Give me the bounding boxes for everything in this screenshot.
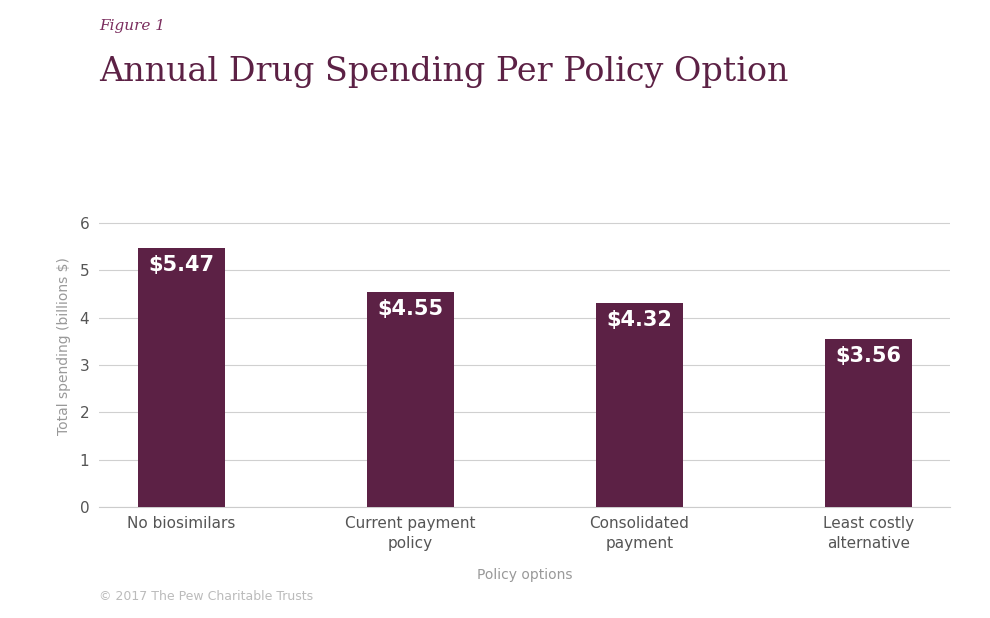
Text: Annual Drug Spending Per Policy Option: Annual Drug Spending Per Policy Option <box>99 56 788 88</box>
Bar <box>596 303 683 507</box>
Text: © 2017 The Pew Charitable Trusts: © 2017 The Pew Charitable Trusts <box>99 590 313 603</box>
Bar <box>138 248 225 507</box>
Text: Figure 1: Figure 1 <box>99 19 165 33</box>
Text: $4.32: $4.32 <box>606 310 672 329</box>
X-axis label: Policy options: Policy options <box>477 568 572 582</box>
Text: $3.56: $3.56 <box>836 345 901 366</box>
Text: $5.47: $5.47 <box>148 255 214 276</box>
Bar <box>366 292 453 507</box>
Bar <box>825 339 912 507</box>
Text: $4.55: $4.55 <box>377 299 444 319</box>
Y-axis label: Total spending (billions $): Total spending (billions $) <box>57 257 71 435</box>
